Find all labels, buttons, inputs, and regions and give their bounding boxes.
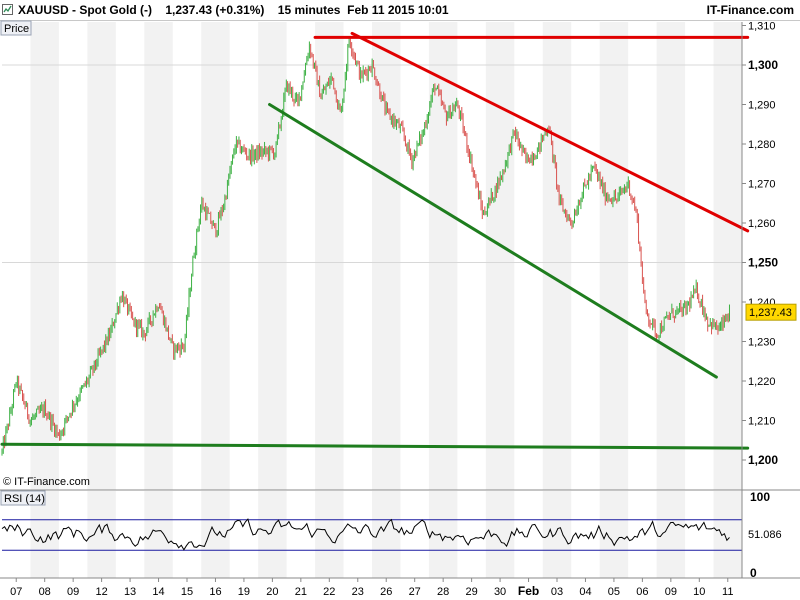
- trendline-support-bottom: [0, 442, 750, 450]
- x-tick-label: 07: [10, 586, 22, 598]
- x-tick-label: 13: [124, 586, 136, 598]
- last-price-marker: [745, 303, 797, 321]
- day-band: [713, 22, 742, 490]
- price-tag-box: [0, 20, 32, 36]
- x-tick-label: 03: [551, 586, 563, 598]
- y-tick-label: 1,250: [748, 256, 778, 270]
- y-tick-label: 1,260: [748, 218, 776, 230]
- price-panel-tag: Price: [4, 23, 29, 35]
- x-tick-label: 09: [67, 586, 79, 598]
- x-tick-label: 30: [494, 586, 506, 598]
- y-tick-label: 1,300: [748, 58, 778, 72]
- y-tick-label: 1,200: [748, 453, 778, 467]
- x-tick-label: 08: [39, 586, 51, 598]
- y-tick-label: 1,230: [748, 337, 776, 349]
- x-tick-label: 28: [437, 586, 449, 598]
- y-tick-label: 1,290: [748, 100, 776, 112]
- day-band: [144, 22, 173, 490]
- x-tick-label: 21: [295, 586, 307, 598]
- rsi-panel-tag: RSI (14): [4, 493, 45, 505]
- day-band: [144, 491, 173, 578]
- trendlines: [0, 31, 750, 450]
- last-price: 1,237.43: [165, 3, 213, 17]
- x-tick-label: 29: [465, 586, 477, 598]
- y-tick-label: 1,280: [748, 139, 776, 151]
- day-band: [258, 491, 287, 578]
- rsi-indicator: [1, 518, 742, 551]
- x-tick-label: 09: [665, 586, 677, 598]
- day-band: [542, 491, 572, 578]
- x-tick-label: Feb: [518, 584, 539, 598]
- x-tick-label: 16: [209, 586, 221, 598]
- copyright-label: © IT-Finance.com: [3, 476, 90, 488]
- day-band: [485, 22, 515, 490]
- day-band: [656, 22, 686, 490]
- weekend-shading: [30, 22, 742, 578]
- panel-tags: Price © IT-Finance.com RSI (14): [0, 20, 90, 506]
- day-band: [599, 491, 629, 578]
- day-band: [315, 22, 344, 490]
- rsi-tick-label: 100: [750, 490, 770, 504]
- day-band: [713, 491, 742, 578]
- last-price-marker-label: 1,237.43: [749, 307, 792, 319]
- site-name[interactable]: IT-Finance.com: [706, 3, 794, 17]
- day-band: [428, 491, 458, 578]
- day-band: [428, 22, 458, 490]
- x-tick-label: 05: [608, 586, 620, 598]
- day-band: [372, 22, 401, 490]
- trendline-support-falling: [268, 103, 718, 379]
- instrument-title: XAUUSD - Spot Gold (-) 1,237.43 (+0.31%)…: [18, 3, 449, 17]
- x-tick-label: 27: [409, 586, 421, 598]
- y-tick-label: 1,220: [748, 376, 776, 388]
- interval: 15 minutes: [277, 3, 341, 17]
- day-band: [372, 491, 401, 578]
- x-tick-label: 23: [352, 586, 364, 598]
- trendline-resistance-falling: [350, 31, 750, 233]
- x-tick-label: 10: [693, 586, 705, 598]
- day-band: [599, 22, 629, 490]
- x-tick-label: 11: [722, 586, 733, 598]
- x-tick-label: 04: [579, 586, 591, 598]
- day-band: [656, 491, 686, 578]
- day-band: [542, 22, 572, 490]
- x-tick-label: 14: [152, 586, 164, 598]
- rsi-line: [1, 518, 730, 551]
- day-band: [201, 22, 230, 490]
- chart-header: XAUUSD - Spot Gold (-) 1,237.43 (+0.31%)…: [0, 0, 800, 21]
- x-tick-label: 26: [380, 586, 392, 598]
- x-tick-label: 20: [266, 586, 278, 598]
- x-tick-label: 22: [323, 586, 335, 598]
- chart-settings-icon[interactable]: [2, 4, 13, 15]
- day-band: [258, 22, 287, 490]
- x-tick-label: 12: [95, 586, 107, 598]
- candlestick-series: [1, 36, 730, 456]
- rsi-value-label: 51.086: [748, 529, 782, 541]
- day-band: [87, 491, 116, 578]
- x-tick-label: 06: [636, 586, 648, 598]
- chart-frame: [0, 22, 800, 579]
- y-tick-label: 1,270: [748, 179, 776, 191]
- rsi-tick-label: 0: [750, 566, 757, 580]
- y-tick-label: 1,210: [748, 416, 776, 428]
- rsi-tag-box: [0, 490, 46, 506]
- day-band: [201, 491, 230, 578]
- day-band: [87, 22, 116, 490]
- x-tick-label: 19: [238, 586, 250, 598]
- x-tick-label: 15: [181, 586, 193, 598]
- y-tick-label: 1,310: [748, 21, 776, 33]
- last-value-labels: 1,237.43 51.086: [745, 303, 797, 541]
- price-change: (+0.31%): [215, 3, 265, 17]
- day-band: [30, 22, 59, 490]
- instrument-symbol: XAUUSD - Spot Gold (-): [18, 3, 152, 17]
- timestamp: Feb 11 2015 10:01: [347, 3, 449, 17]
